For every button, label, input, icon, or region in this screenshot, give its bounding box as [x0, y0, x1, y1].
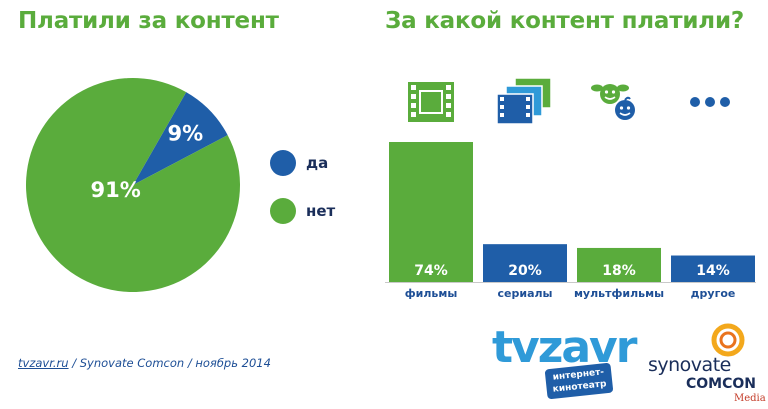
synovate-ring-icon [711, 323, 745, 357]
bar-category-label-0: фильмы [405, 287, 458, 300]
legend-item-no: нет [270, 196, 335, 226]
synovate-logo-comcon: COMCON [686, 376, 756, 392]
pie-chart-title: Платили за контент [18, 8, 279, 34]
legend-swatch-yes [270, 150, 296, 176]
bar-3 [671, 255, 755, 282]
source-note: tvzavr.ru / Synovate Comcon / ноябрь 201… [18, 356, 271, 370]
tvzavr-logo-word: tvzavr [492, 322, 637, 373]
bar-2 [577, 247, 661, 282]
legend-swatch-no [270, 198, 296, 224]
bar-value-label-0: 74% [414, 263, 448, 279]
pie-slice-1 [26, 78, 241, 293]
series-icon [496, 77, 552, 125]
bar-chart-title: За какой контент платили? [385, 8, 745, 34]
tvzavr-logo-tag: интернет- кинотеатр [544, 362, 614, 400]
synovate-logo-word: synovate [648, 354, 731, 376]
more-icon [690, 97, 730, 107]
bar-value-label-2: 18% [602, 263, 636, 279]
bar-1 [483, 244, 567, 282]
source-link[interactable]: tvzavr.ru [18, 356, 69, 370]
kids-icon [591, 84, 635, 120]
legend-label-yes: да [306, 154, 329, 172]
legend-item-yes: да [270, 148, 328, 178]
bar-category-label-3: другое [691, 287, 736, 300]
synovate-logo: synovate COMCON Media [648, 322, 766, 408]
bar-category-label-2: мультфильмы [574, 287, 664, 300]
source-text: / Synovate Comcon / ноябрь 2014 [68, 356, 271, 370]
pie-label-1: 91% [91, 178, 141, 202]
bar-value-label-1: 20% [508, 263, 542, 279]
synovate-logo-media: Media [734, 393, 766, 404]
bar-value-label-3: 14% [696, 263, 730, 279]
pie-slice-0 [133, 92, 228, 185]
bar-0 [389, 142, 473, 282]
tvzavr-logo: tvzavr интернет- кинотеатр [492, 322, 637, 400]
pie-label-0: 9% [168, 121, 204, 145]
legend-label-no: нет [306, 202, 336, 220]
film-icon [408, 82, 454, 122]
bar-category-label-1: сериалы [498, 287, 553, 300]
